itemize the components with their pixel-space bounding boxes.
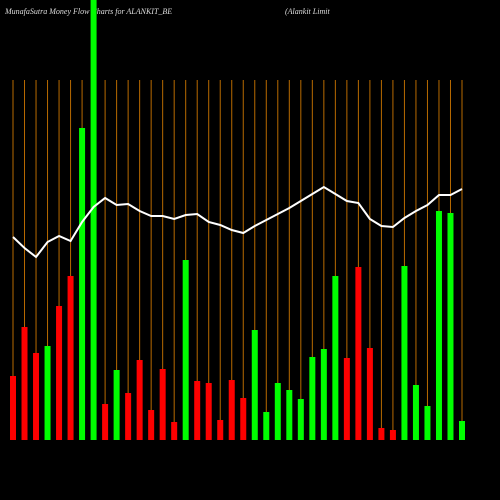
bar: [228, 380, 235, 440]
bar: [320, 349, 327, 440]
bar: [286, 390, 293, 440]
bar: [194, 381, 201, 440]
bar: [435, 211, 442, 440]
bar: [251, 330, 258, 440]
bar: [148, 410, 155, 440]
bar: [136, 360, 143, 440]
bar: [389, 430, 396, 440]
bar: [217, 420, 224, 440]
bar: [297, 399, 304, 440]
bar: [343, 358, 350, 440]
bar: [171, 422, 178, 440]
bar: [159, 369, 166, 440]
bar: [67, 276, 74, 440]
bar: [56, 306, 63, 440]
bar: [33, 353, 40, 440]
money-flow-line: [12, 185, 463, 259]
bar: [240, 398, 247, 440]
bar: [182, 260, 189, 440]
bar: [125, 393, 132, 440]
bar: [412, 385, 419, 440]
bar: [102, 404, 109, 440]
bar: [366, 348, 373, 440]
chart-title: MunafaSutra Money Flow Charts for ALANKI…: [4, 7, 172, 16]
bar: [378, 428, 385, 440]
bar: [21, 327, 28, 440]
bar: [401, 266, 408, 440]
bar: [424, 406, 431, 440]
bar: [263, 412, 270, 440]
bar: [44, 346, 51, 440]
bar: [90, 0, 97, 440]
bar: [10, 376, 16, 440]
bar: [79, 128, 86, 440]
bar: [447, 213, 454, 440]
bar: [459, 421, 465, 440]
bar: [332, 276, 339, 440]
bar: [205, 383, 212, 440]
bar: [355, 267, 362, 440]
bar: [113, 370, 120, 440]
chart-subtitle: (Alankit Limit: [285, 7, 330, 16]
bar: [274, 383, 281, 440]
bar: [309, 357, 316, 440]
